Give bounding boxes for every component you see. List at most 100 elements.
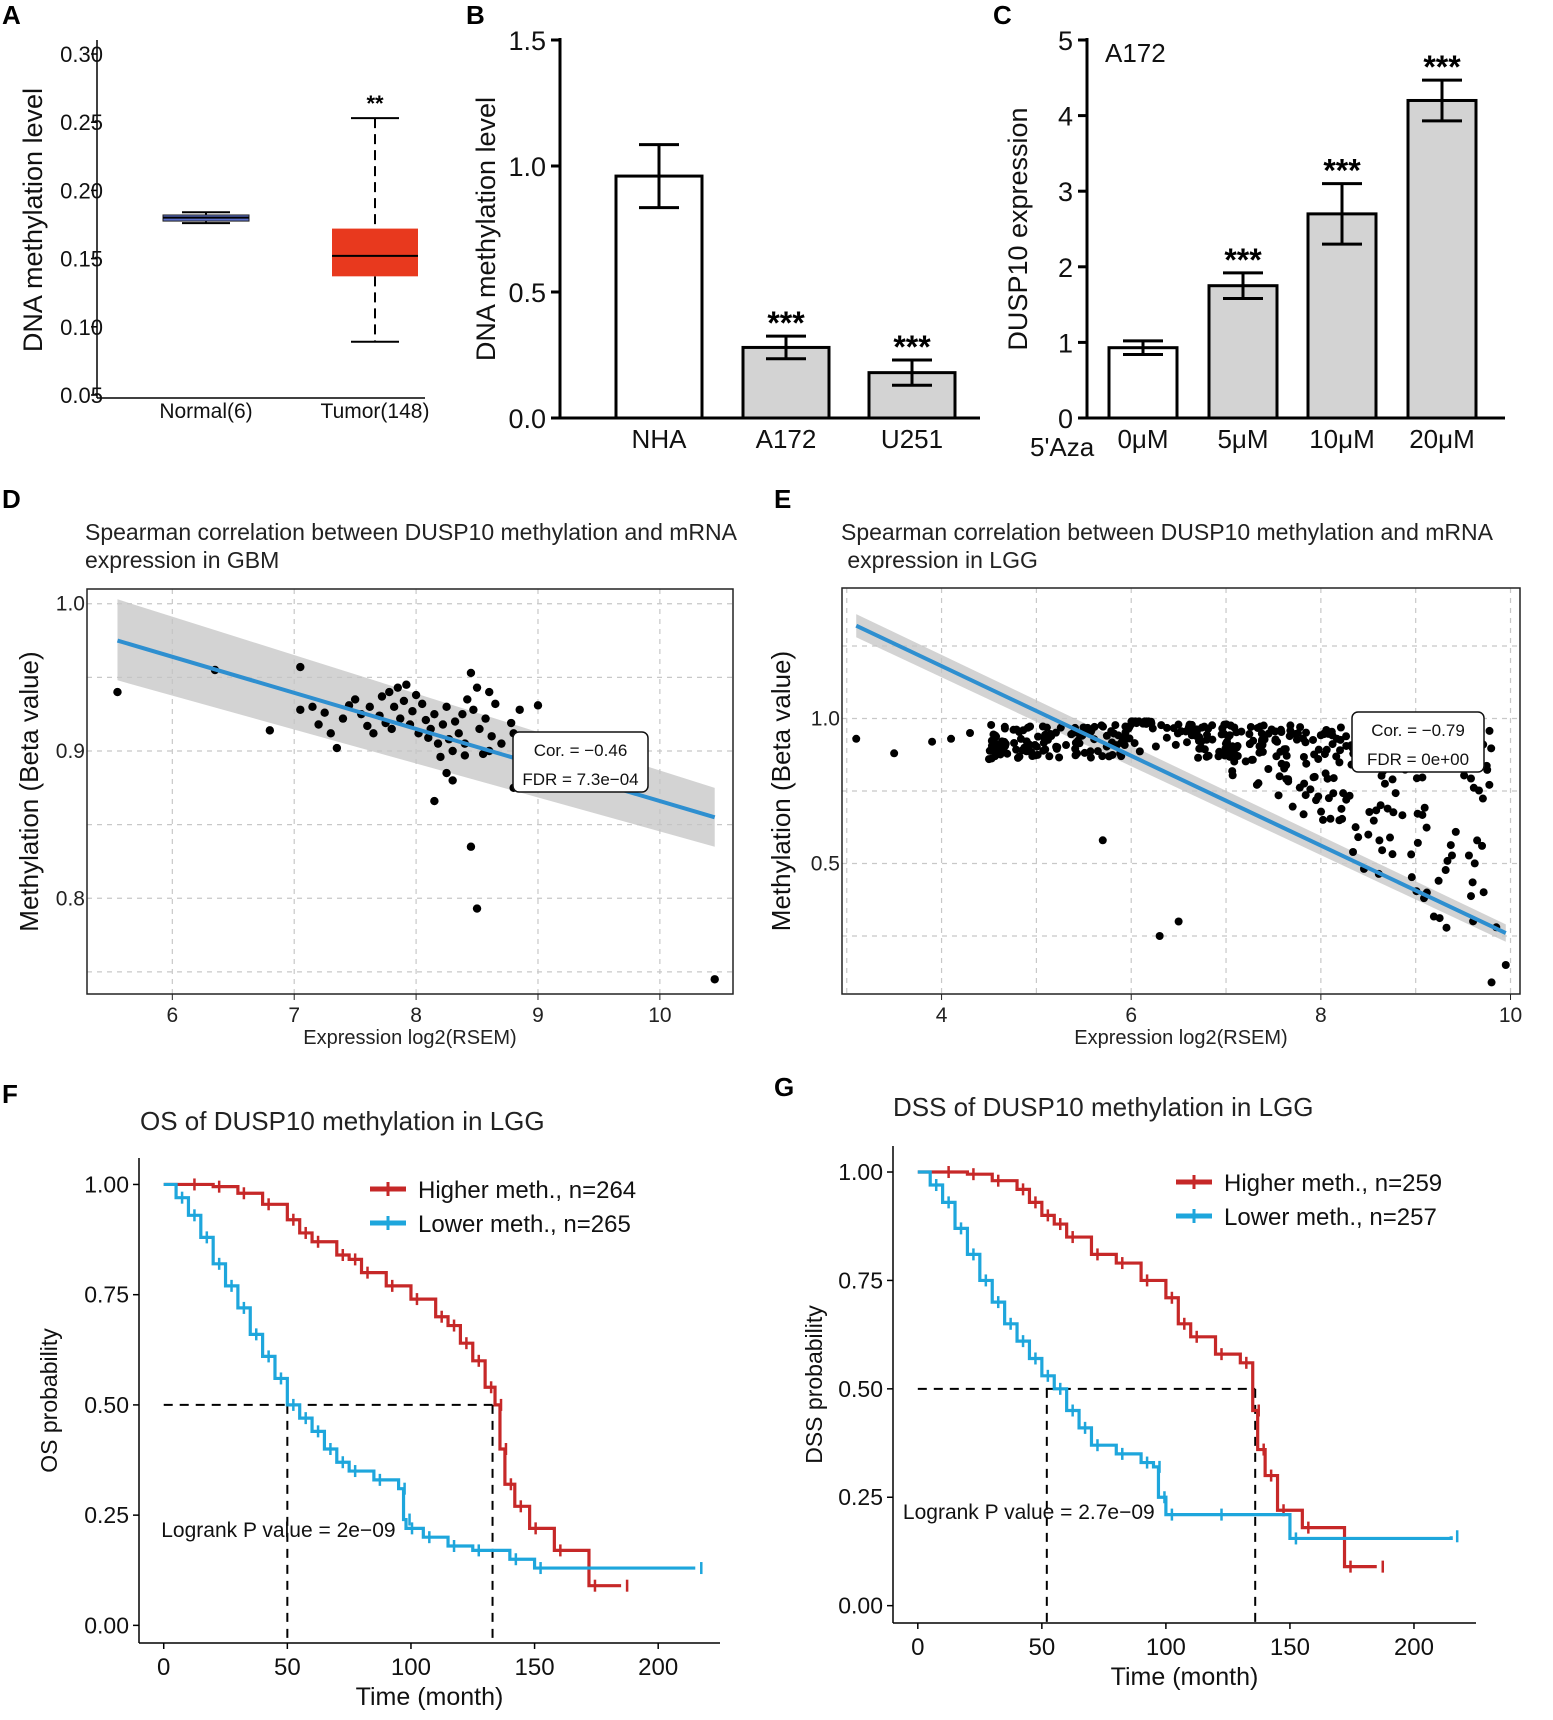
data-point bbox=[1135, 747, 1144, 756]
data-point bbox=[487, 732, 496, 741]
legend-label: Higher meth., n=259 bbox=[1224, 1170, 1442, 1197]
panel-d-scatter: D Spearman correlation between DUSP10 met… bbox=[2, 484, 738, 1049]
data-point bbox=[1105, 752, 1114, 761]
y-tick-label: 0.00 bbox=[838, 1593, 883, 1619]
data-point bbox=[1306, 785, 1315, 794]
panel-e-scatter: E Spearman correlation between DUSP10 met… bbox=[766, 484, 1522, 1049]
data-point bbox=[1111, 721, 1120, 730]
data-point bbox=[1466, 892, 1475, 901]
data-point bbox=[1162, 733, 1171, 742]
inset-label: A172 bbox=[1105, 38, 1166, 68]
x-tick-label: 10μM bbox=[1309, 424, 1375, 454]
data-point bbox=[472, 904, 482, 913]
data-point bbox=[987, 720, 996, 729]
panel-b-barchart: B 1.5 1.0 0.5 0.0 DNA methylation level NHA A17… bbox=[466, 0, 980, 454]
data-point bbox=[460, 751, 470, 760]
data-point bbox=[1280, 745, 1289, 754]
data-point bbox=[1286, 726, 1295, 735]
logrank-pvalue: Logrank P value = 2.7e−09 bbox=[903, 1501, 1155, 1524]
significance-marker: *** bbox=[1423, 49, 1461, 85]
data-point bbox=[1470, 859, 1479, 868]
data-point bbox=[338, 714, 348, 723]
data-point bbox=[1098, 836, 1107, 845]
x-axis-label: Expression log2(RSEM) bbox=[303, 1027, 516, 1049]
data-point bbox=[1365, 807, 1374, 816]
bar-NHA bbox=[614, 174, 704, 420]
data-point bbox=[1245, 730, 1254, 739]
data-point bbox=[1184, 723, 1193, 732]
x-tick-label: 10 bbox=[1499, 1004, 1522, 1027]
data-point bbox=[1118, 733, 1127, 742]
x-tick-label: 6 bbox=[1125, 1004, 1137, 1027]
data-point bbox=[1012, 745, 1021, 754]
data-point bbox=[1383, 804, 1392, 813]
significance-marker: *** bbox=[767, 305, 805, 341]
data-point bbox=[1062, 741, 1071, 750]
y-tick-label: 5 bbox=[1058, 26, 1073, 56]
data-point bbox=[1422, 823, 1431, 832]
data-point bbox=[393, 683, 403, 692]
data-point bbox=[265, 726, 275, 735]
data-point bbox=[1027, 748, 1036, 757]
data-point bbox=[1299, 810, 1308, 819]
data-point bbox=[1045, 752, 1054, 761]
data-point bbox=[1320, 750, 1329, 759]
data-point bbox=[1220, 720, 1229, 729]
data-point bbox=[852, 734, 861, 743]
data-point bbox=[1335, 758, 1344, 767]
data-point bbox=[1042, 723, 1051, 732]
chart-title-line: expression in LGG bbox=[841, 547, 1038, 573]
data-point bbox=[1192, 725, 1201, 734]
x-tick-label: U251 bbox=[881, 424, 943, 454]
data-point bbox=[436, 752, 445, 762]
data-point bbox=[1314, 745, 1323, 754]
data-point bbox=[1214, 752, 1223, 761]
data-point bbox=[1380, 779, 1389, 788]
data-point bbox=[1302, 759, 1311, 768]
y-tick-label: 0.05 bbox=[60, 383, 103, 408]
data-point bbox=[1339, 789, 1348, 798]
significance-marker: *** bbox=[1323, 153, 1361, 189]
data-point bbox=[1109, 729, 1118, 738]
significance-marker: *** bbox=[893, 329, 931, 365]
panel-label: B bbox=[466, 0, 485, 30]
y-tick-label: 0.25 bbox=[60, 110, 103, 135]
x-tick-label: A172 bbox=[756, 424, 817, 454]
data-point bbox=[1194, 753, 1203, 762]
data-point bbox=[1321, 769, 1330, 778]
y-tick-label: 1.00 bbox=[838, 1159, 883, 1185]
data-point bbox=[1271, 736, 1280, 745]
data-point bbox=[993, 742, 1002, 751]
data-point bbox=[481, 714, 490, 723]
y-tick-label: 0.00 bbox=[84, 1612, 129, 1638]
data-point bbox=[1226, 721, 1235, 730]
data-point bbox=[389, 702, 399, 712]
data-point bbox=[448, 746, 457, 756]
data-point bbox=[1351, 823, 1360, 832]
data-point bbox=[1018, 746, 1027, 755]
data-point bbox=[1309, 773, 1318, 782]
data-point bbox=[421, 715, 431, 725]
data-point bbox=[1446, 841, 1455, 850]
data-point bbox=[1001, 739, 1010, 748]
data-point bbox=[1030, 741, 1039, 750]
data-point bbox=[1354, 833, 1363, 842]
box-body bbox=[332, 228, 418, 277]
data-point bbox=[1255, 748, 1264, 757]
significance-marker: ** bbox=[366, 91, 384, 116]
data-point bbox=[1227, 747, 1236, 756]
y-axis-label: Methylation (Beta value) bbox=[14, 651, 44, 931]
chart-title-line: expression in GBM bbox=[85, 547, 279, 573]
stats-text: FDR = 0e+00 bbox=[1367, 750, 1469, 769]
legend-label: Higher meth., n=264 bbox=[418, 1177, 636, 1204]
data-point bbox=[1130, 739, 1139, 748]
data-point bbox=[506, 718, 516, 728]
data-point bbox=[1079, 723, 1088, 732]
survival-curve-lower bbox=[917, 1170, 1453, 1541]
x-tick-label: 9 bbox=[532, 1004, 544, 1027]
data-point bbox=[1086, 753, 1095, 762]
data-point bbox=[1398, 811, 1407, 820]
data-point bbox=[1148, 724, 1157, 733]
data-point bbox=[1237, 727, 1246, 736]
data-point bbox=[430, 709, 439, 719]
